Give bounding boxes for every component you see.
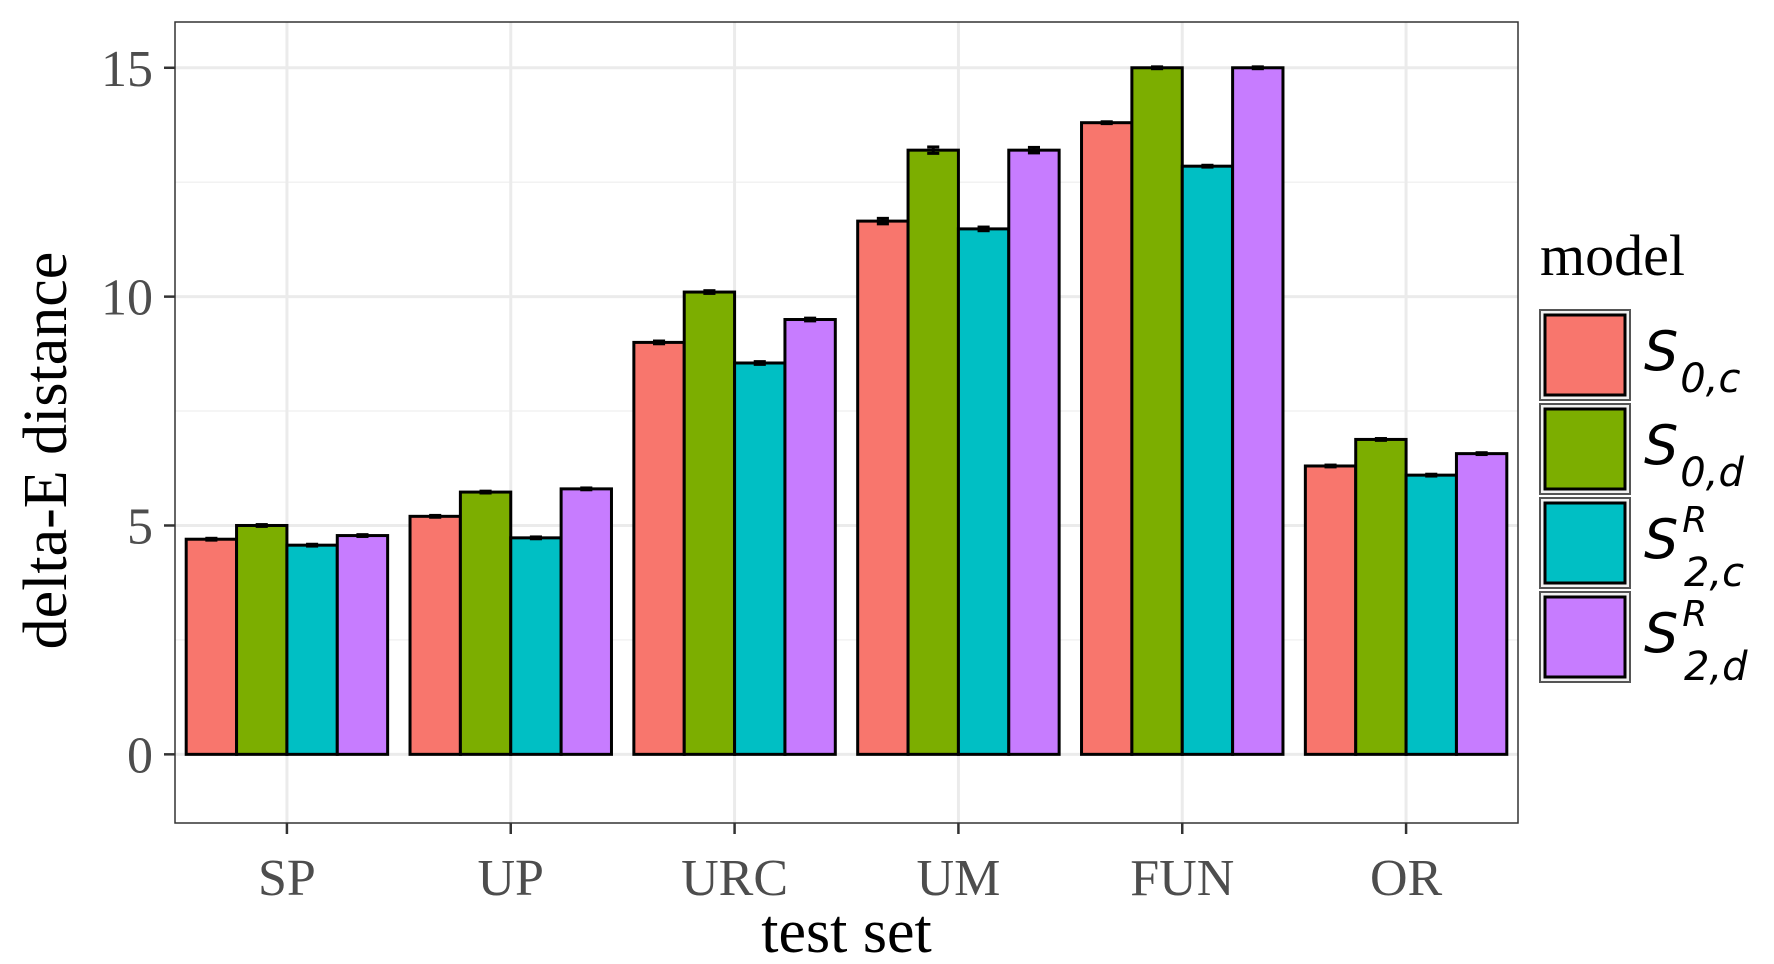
legend-item: S0,c	[1539, 309, 1740, 402]
error-bar	[306, 542, 319, 548]
error-bar	[580, 486, 593, 492]
bar-or-3	[1404, 473, 1458, 756]
error-bar	[753, 360, 766, 366]
bar-urc-1	[632, 340, 686, 756]
legend-item: S R 2,d	[1539, 591, 1748, 690]
bar-or-4	[1454, 452, 1509, 756]
error-bar	[1251, 65, 1264, 71]
legend-title: model	[1540, 223, 1685, 288]
bar-up-2	[458, 490, 513, 756]
bar-fun-1	[1080, 121, 1134, 756]
error-bar	[1100, 120, 1113, 126]
x-tick-label: URC	[681, 850, 788, 907]
legend-label: S R 2,c	[1644, 500, 1744, 596]
bar-fun-3	[1180, 164, 1235, 756]
error-bar	[1151, 65, 1164, 71]
y-axis: 0 5 10 15	[101, 41, 175, 784]
bar-um-1	[856, 219, 910, 756]
x-tick-label: OR	[1370, 850, 1443, 907]
error-bar	[652, 339, 666, 346]
error-bar	[977, 225, 990, 233]
legend-label: S0,d	[1644, 414, 1744, 496]
bar-up-4	[559, 487, 613, 756]
legend: model S0,c S0,dS R 2,cS R 2,d	[1539, 223, 1748, 690]
error-bar	[927, 145, 940, 155]
error-bar	[1425, 472, 1438, 478]
x-tick-label: FUN	[1130, 850, 1234, 907]
legend-item: S0,d	[1539, 403, 1744, 496]
error-bar	[1027, 145, 1041, 155]
bar-sp-2	[235, 523, 289, 756]
bar-sp-3	[285, 543, 339, 756]
x-tick-label: SP	[258, 850, 316, 907]
bar-up-3	[509, 536, 563, 756]
x-axis-title: test set	[761, 898, 931, 964]
error-bar	[205, 536, 218, 542]
error-bars	[205, 65, 1488, 548]
error-bar	[1374, 437, 1387, 442]
error-bar	[479, 489, 492, 495]
error-bar	[1475, 451, 1488, 457]
bar-sp-4	[335, 534, 390, 756]
plot-panel-border	[174, 21, 1519, 824]
bar-urc-3	[733, 361, 787, 756]
x-tick-label: UP	[478, 850, 544, 907]
y-tick-label: 15	[101, 41, 153, 98]
error-bar	[1324, 463, 1337, 469]
y-tick-label: 5	[127, 498, 153, 555]
legend-swatch	[1543, 313, 1627, 397]
x-tick-label: UM	[917, 850, 1001, 907]
error-bar	[876, 216, 889, 226]
error-bar	[429, 513, 442, 519]
bar-um-3	[956, 227, 1011, 756]
bar-urc-2	[682, 290, 737, 756]
error-bar	[356, 533, 369, 538]
error-bar	[529, 535, 542, 541]
y-tick-label: 0	[127, 727, 153, 784]
y-axis-title: delta-E distance	[12, 252, 80, 650]
bar-fun-2	[1130, 66, 1184, 756]
bar-fun-4	[1231, 66, 1285, 756]
y-tick-label: 10	[101, 270, 153, 327]
legend-swatch	[1543, 407, 1627, 491]
bar-urc-4	[783, 318, 837, 756]
bar-up-1	[408, 514, 462, 756]
x-axis: SP UP URC UM FUN OR	[258, 823, 1443, 907]
legend-swatch	[1543, 595, 1627, 679]
legend-item: S R 2,c	[1539, 497, 1744, 596]
bar-um-2	[906, 148, 960, 756]
bar-sp-1	[184, 537, 239, 756]
error-bar	[1201, 163, 1214, 169]
bar-um-4	[1007, 148, 1061, 756]
bar-or-2	[1354, 437, 1408, 756]
legend-label: S0,c	[1644, 320, 1740, 402]
bar-or-1	[1303, 464, 1358, 756]
error-bar	[804, 316, 817, 323]
error-bar	[255, 523, 268, 528]
legend-swatch	[1543, 501, 1627, 585]
legend-label: S R 2,d	[1644, 594, 1748, 690]
error-bar	[703, 289, 716, 295]
